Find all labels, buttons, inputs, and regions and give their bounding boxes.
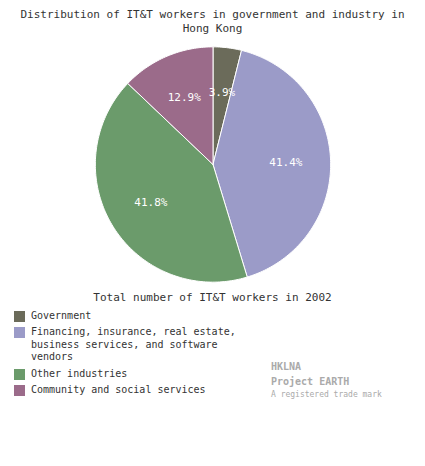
- html-text:Financing, insurance, real est: Financing, insurance, real estate, busin…: [31, 326, 236, 363]
- html-text:Government: Government: [31, 309, 92, 321]
- html-text:Distribution of IT&T workers i: Distribution of IT&T workers in governme…: [20, 8, 405, 36]
- html-text:Community and social services: Community and social services: [31, 384, 206, 396]
- html-text:Total number of IT&T workers i: Total number of IT&T workers in 2002: [93, 290, 332, 304]
- svg-text:41.8%: 41.8%: [134, 196, 167, 209]
- html-text:Other industries: Other industries: [31, 367, 128, 379]
- svg-text:3.9%: 3.9%: [209, 85, 236, 98]
- svg-text:12.9%: 12.9%: [168, 91, 201, 104]
- html-text:A registered trade mark: A registered trade mark: [271, 389, 382, 399]
- svg-text:41.4%: 41.4%: [269, 156, 302, 169]
- html-text:Project EARTH: Project EARTH: [271, 375, 350, 387]
- html-text:HKLNA: HKLNA: [271, 360, 302, 372]
